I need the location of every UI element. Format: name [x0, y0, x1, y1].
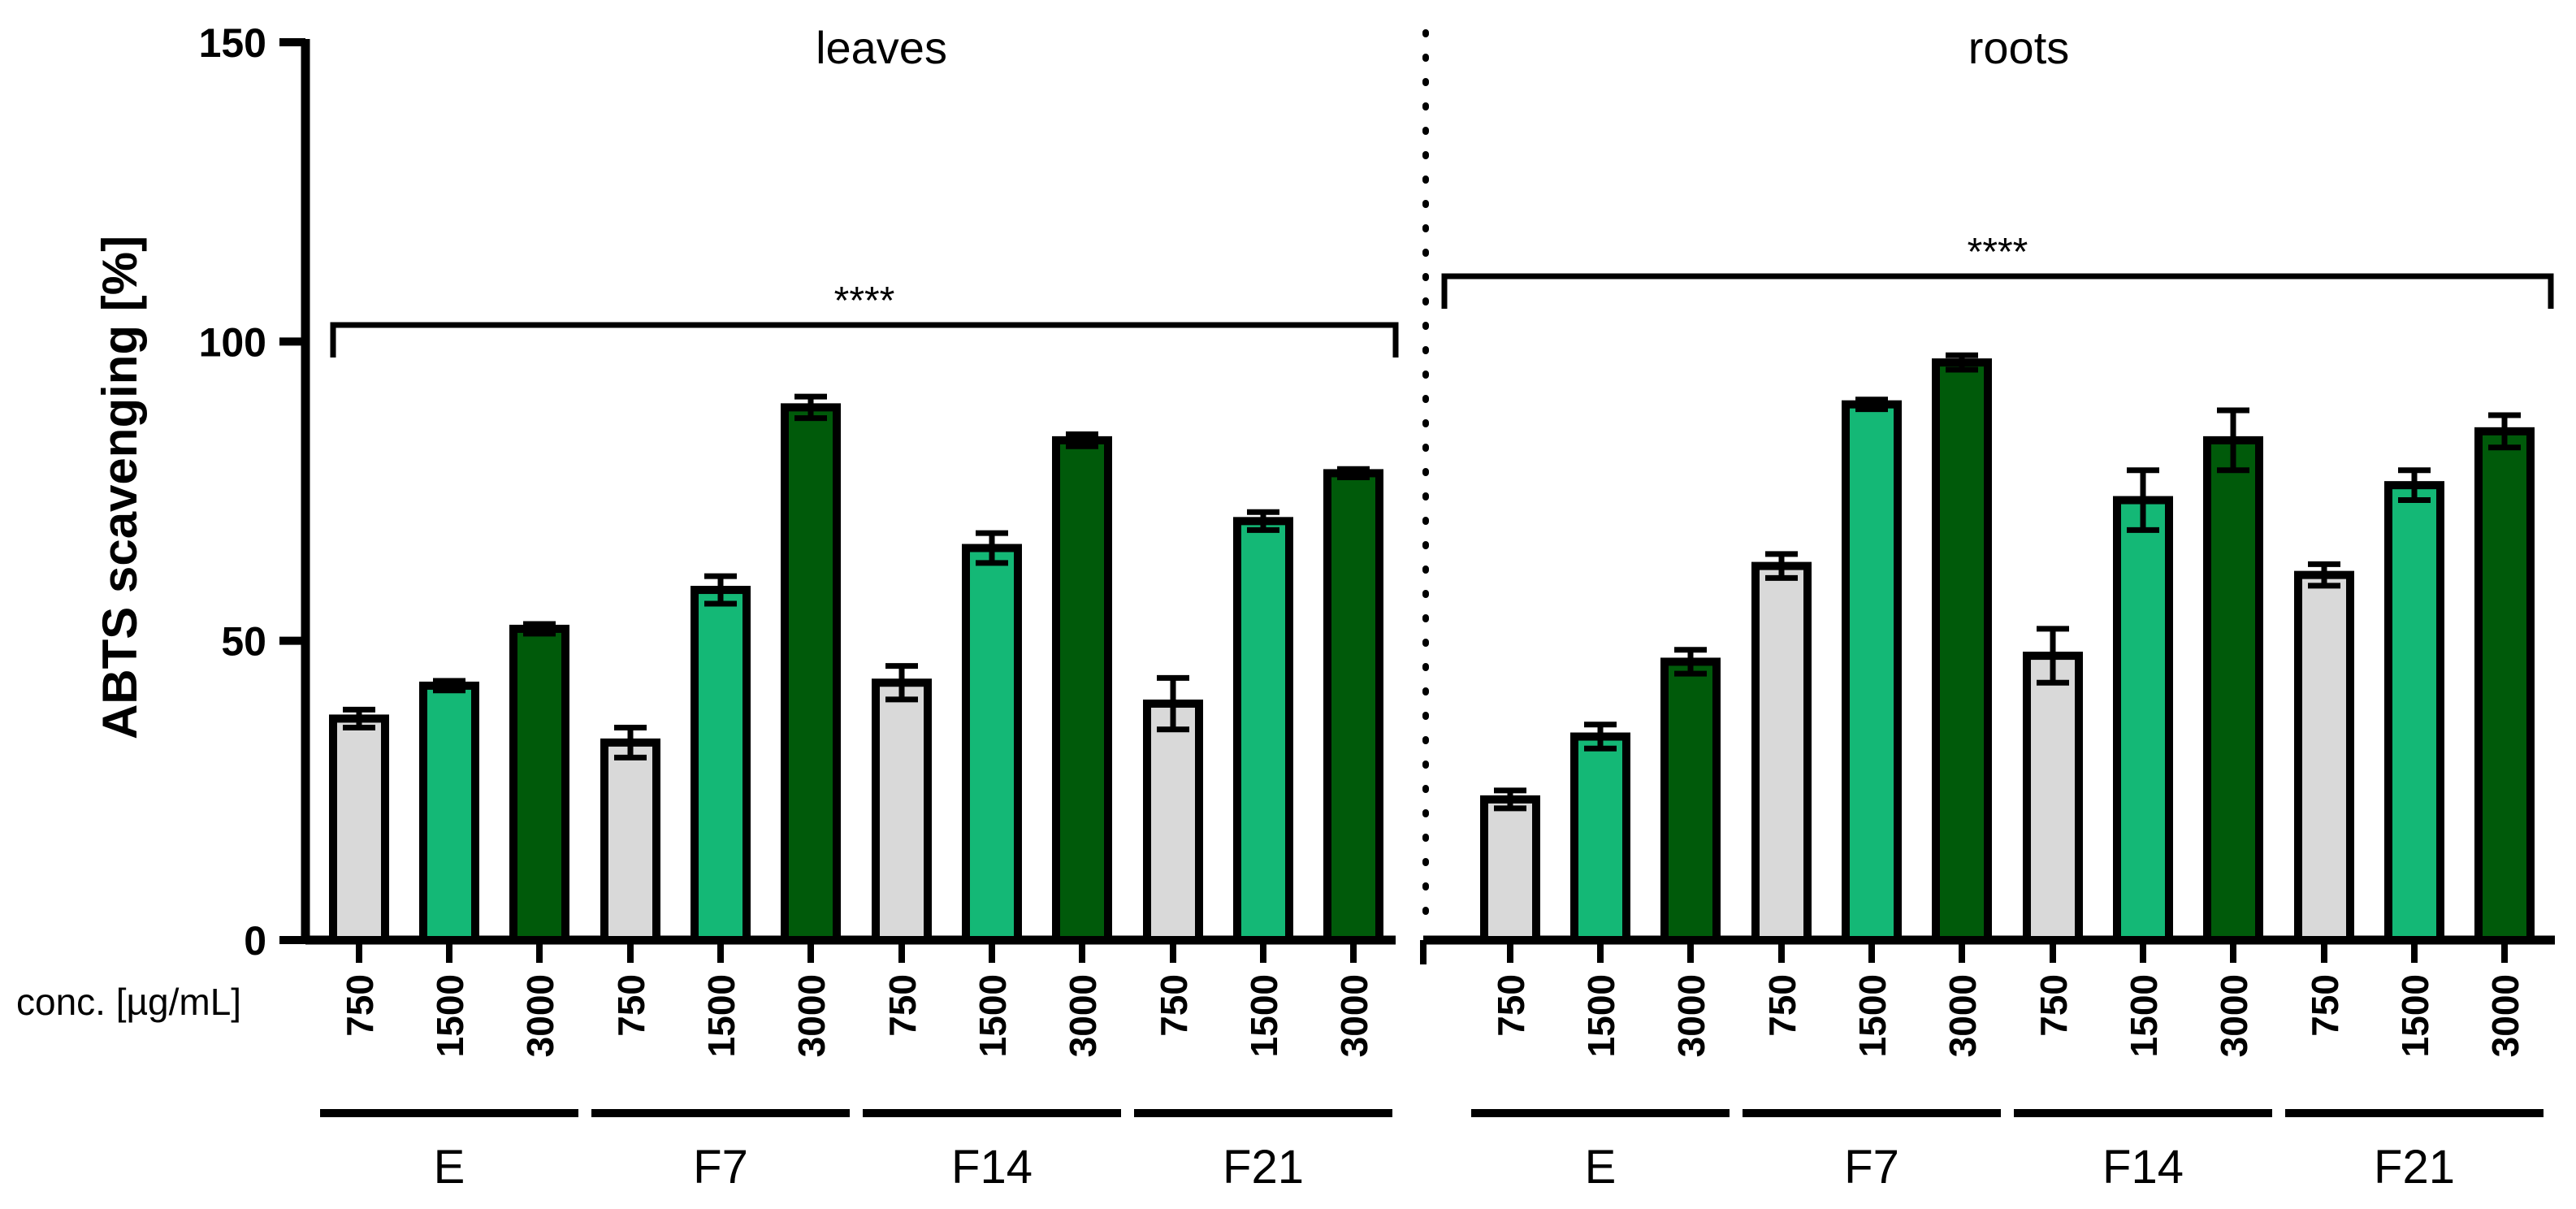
x-tick-label-concentration: 750 — [2033, 974, 2075, 1037]
x-tick-label-concentration: 1500 — [1851, 974, 1894, 1057]
plot-area: 0 50 100 150 leaves **** 750 1500 3000 E 750 1500 30… — [199, 20, 2555, 1194]
x-tick-label-concentration: 3000 — [1942, 974, 1984, 1057]
group-label-E: E — [434, 1141, 465, 1194]
x-tick-label-concentration: 750 — [881, 974, 924, 1037]
x-tick-label-concentration: 750 — [1490, 974, 1532, 1037]
bar-leaves-F7-1500 — [691, 586, 751, 944]
bar-roots-F14-1500 — [2113, 496, 2173, 944]
bar-leaves-F14-750 — [872, 678, 932, 944]
bar-leaves-E-750 — [329, 714, 389, 945]
bar-leaves-E-3000 — [509, 624, 569, 945]
group-label-F21: F21 — [1223, 1141, 1304, 1194]
x-axis-concentration-note: conc. [µg/mL] — [16, 981, 241, 1023]
bar-roots-F21-3000 — [2474, 427, 2535, 944]
bar-roots-F14-750 — [2023, 652, 2083, 944]
bar-leaves-F7-750 — [600, 738, 660, 945]
x-tick-label-concentration: 750 — [610, 974, 652, 1037]
bar-roots-F7-1500 — [1842, 400, 1902, 944]
x-tick-label-concentration: 750 — [339, 974, 381, 1037]
x-tick-label-concentration: 3000 — [790, 974, 833, 1057]
bar-roots-E-1500 — [1570, 732, 1630, 944]
x-tick-label-concentration: 1500 — [1580, 974, 1622, 1057]
y-axis-title: ABTS scavenging [%] — [93, 236, 147, 739]
significance-bracket — [330, 322, 1399, 358]
bar-roots-E-3000 — [1660, 657, 1721, 944]
group-label-F14: F14 — [2102, 1141, 2184, 1194]
x-tick-label-concentration: 1500 — [1243, 974, 1285, 1057]
bar-roots-E-750 — [1480, 795, 1540, 945]
bar-leaves-F21-750 — [1143, 700, 1203, 944]
x-tick-label-concentration: 1500 — [2123, 974, 2165, 1057]
bar-roots-F7-750 — [1751, 561, 1812, 944]
bar-leaves-F14-1500 — [962, 544, 1022, 944]
x-tick-label-concentration: 3000 — [1333, 974, 1375, 1057]
x-tick-label-concentration: 750 — [2304, 974, 2346, 1037]
significance-bracket — [1441, 273, 2554, 309]
y-tick-label: 150 — [199, 20, 266, 66]
group-label-F21: F21 — [2374, 1141, 2455, 1194]
x-tick-label-concentration: 1500 — [429, 974, 471, 1057]
x-tick-label-concentration: 750 — [1761, 974, 1803, 1037]
y-tick-label: 50 — [221, 619, 266, 665]
bar-roots-F21-750 — [2294, 570, 2354, 945]
x-tick-label-concentration: 3000 — [2213, 974, 2255, 1057]
significance-stars: **** — [834, 280, 895, 323]
x-tick-label-concentration: 1500 — [972, 974, 1014, 1057]
x-tick-label-concentration: 750 — [1153, 974, 1195, 1037]
x-tick-label-concentration: 3000 — [1670, 974, 1712, 1057]
x-tick-label-concentration: 3000 — [1062, 974, 1104, 1057]
bar-leaves-F14-3000 — [1052, 436, 1112, 944]
y-tick-label: 100 — [199, 319, 266, 365]
bar-roots-F7-3000 — [1932, 358, 1992, 945]
x-tick-label-concentration: 1500 — [2394, 974, 2436, 1057]
bar-roots-F14-3000 — [2203, 436, 2263, 944]
panel-title-roots: roots — [1968, 22, 2070, 73]
panel-title-leaves: leaves — [816, 22, 947, 73]
bar-leaves-E-1500 — [419, 681, 479, 945]
x-tick-label-concentration: 3000 — [519, 974, 561, 1057]
bar-leaves-F21-3000 — [1323, 469, 1383, 944]
group-label-E: E — [1585, 1141, 1617, 1194]
significance-stars: **** — [1968, 231, 2028, 274]
bar-leaves-F21-1500 — [1233, 517, 1293, 944]
group-label-F14: F14 — [951, 1141, 1033, 1194]
x-tick-label-concentration: 3000 — [2484, 974, 2526, 1057]
bar-leaves-F7-3000 — [781, 403, 841, 945]
bar-roots-F21-1500 — [2384, 481, 2444, 944]
group-label-F7: F7 — [693, 1141, 748, 1194]
group-label-F7: F7 — [1844, 1141, 1899, 1194]
y-tick-label: 0 — [244, 918, 266, 964]
x-tick-label-concentration: 1500 — [700, 974, 742, 1057]
